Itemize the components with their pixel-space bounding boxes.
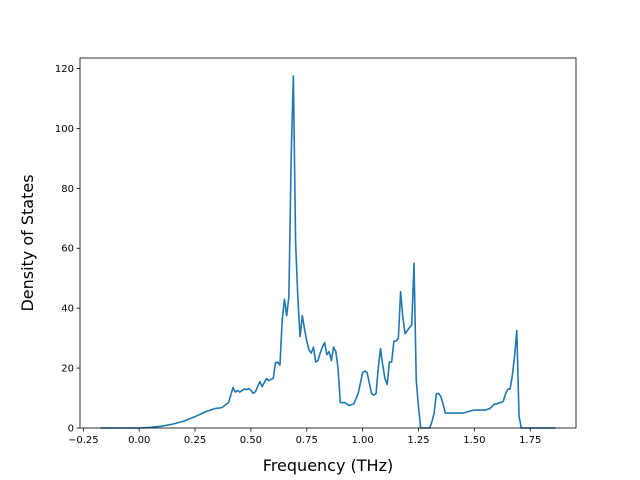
y-tick-label: 80 bbox=[61, 184, 74, 195]
y-axis-label: Density of States bbox=[18, 174, 37, 311]
y-tick-label: 120 bbox=[55, 64, 74, 75]
x-tick-label: 1.00 bbox=[351, 435, 373, 446]
x-tick-label: 1.25 bbox=[407, 435, 429, 446]
x-axis-label: Frequency (THz) bbox=[263, 456, 393, 475]
x-axis-ticks: −0.25 0.00 0.25 0.50 0.75 1.00 1.25 1.50 1.75 bbox=[68, 428, 541, 446]
plot-frame bbox=[79, 57, 577, 429]
y-tick-label: 100 bbox=[55, 124, 74, 135]
y-tick-label: 60 bbox=[61, 244, 74, 255]
x-tick-label: 1.50 bbox=[463, 435, 485, 446]
x-tick-label: −0.25 bbox=[68, 435, 99, 446]
x-tick-label: 0.50 bbox=[240, 435, 262, 446]
dos-series-line bbox=[100, 75, 556, 429]
y-tick-label: 40 bbox=[61, 304, 74, 315]
x-tick-label: 0.25 bbox=[184, 435, 206, 446]
x-tick-label: 1.75 bbox=[519, 435, 541, 446]
y-tick-label: 20 bbox=[61, 364, 74, 375]
y-tick-label: 0 bbox=[68, 424, 74, 435]
x-tick-label: 0.00 bbox=[128, 435, 150, 446]
y-axis-ticks: 0 20 40 60 80 100 120 bbox=[55, 64, 80, 435]
x-tick-label: 0.75 bbox=[296, 435, 318, 446]
